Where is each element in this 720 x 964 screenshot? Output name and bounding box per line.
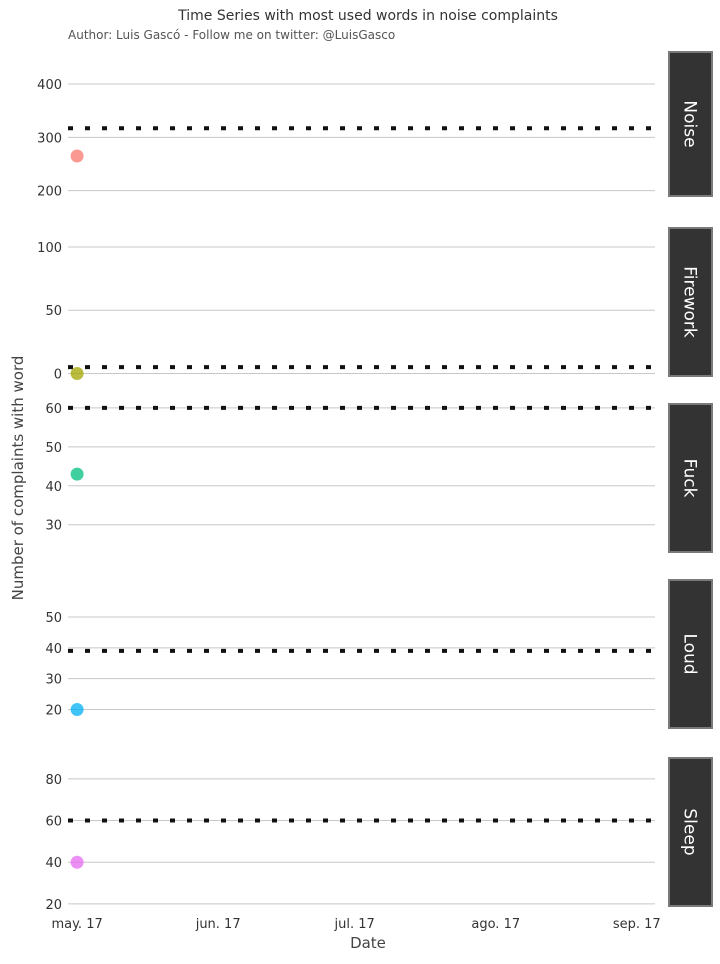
y-tick-label: 0 bbox=[54, 367, 62, 382]
y-tick-label: 300 bbox=[37, 131, 62, 146]
facet-strip bbox=[668, 757, 713, 907]
facet-strip bbox=[668, 227, 713, 377]
chart-title: Time Series with most used words in nois… bbox=[177, 8, 558, 24]
facet-strip-label: Sleep bbox=[680, 808, 700, 855]
x-tick-label: sep. 17 bbox=[613, 917, 661, 932]
facet-strip-label: Fuck bbox=[680, 459, 700, 498]
data-point bbox=[70, 366, 84, 380]
chart-subtitle: Author: Luis Gascó - Follow me on twitte… bbox=[68, 28, 395, 42]
facet-strip-label: Loud bbox=[680, 633, 700, 674]
x-axis: may. 17 jun. 17 jul. 17 ago. 17 sep. 17 bbox=[51, 917, 660, 932]
facet-panel-fuck: 30 40 50 60 Fuck bbox=[45, 402, 713, 553]
y-tick-label: 60 bbox=[45, 815, 62, 830]
y-tick-label: 80 bbox=[45, 773, 62, 788]
data-point bbox=[70, 467, 84, 481]
facet-strip-label: Noise bbox=[680, 100, 700, 147]
facet-panel-loud: 20 30 40 50 Loud bbox=[45, 579, 713, 729]
y-tick-label: 50 bbox=[45, 611, 62, 626]
facet-panel-sleep: 20 40 60 80 Sleep bbox=[45, 757, 713, 913]
y-tick-label: 40 bbox=[45, 642, 62, 657]
facet-strip bbox=[668, 579, 713, 729]
facet-strip bbox=[668, 403, 713, 553]
y-tick-label: 20 bbox=[45, 704, 62, 719]
x-tick-label: jul. 17 bbox=[334, 917, 375, 932]
y-tick-label: 50 bbox=[45, 304, 62, 319]
facet-strip bbox=[668, 51, 713, 197]
y-tick-label: 40 bbox=[45, 480, 62, 495]
y-axis-label: Number of complaints with word bbox=[9, 356, 27, 601]
facet-panel-noise: 200 300 400 Noise bbox=[37, 51, 713, 200]
y-tick-label: 200 bbox=[37, 185, 62, 200]
y-tick-label: 50 bbox=[45, 441, 62, 456]
facet-panels: 200 300 400 Noise 0 50 100 Firework 30 40 50 60 Fuck… bbox=[37, 51, 713, 913]
x-tick-label: ago. 17 bbox=[471, 917, 520, 932]
data-point bbox=[70, 703, 84, 716]
x-axis-label: Date bbox=[350, 934, 386, 952]
facet-panel-firework: 0 50 100 Firework bbox=[37, 227, 713, 382]
x-tick-label: jun. 17 bbox=[195, 917, 241, 932]
y-tick-label: 30 bbox=[45, 519, 62, 534]
y-tick-label: 100 bbox=[37, 241, 62, 256]
y-tick-label: 400 bbox=[37, 78, 62, 93]
facet-strip-label: Firework bbox=[680, 266, 700, 338]
y-tick-label: 40 bbox=[45, 856, 62, 871]
x-tick-label: may. 17 bbox=[51, 917, 102, 932]
y-tick-label: 30 bbox=[45, 673, 62, 688]
y-tick-label: 20 bbox=[45, 898, 62, 913]
y-tick-label: 60 bbox=[45, 402, 62, 417]
data-point bbox=[70, 855, 84, 869]
data-point bbox=[70, 149, 84, 163]
